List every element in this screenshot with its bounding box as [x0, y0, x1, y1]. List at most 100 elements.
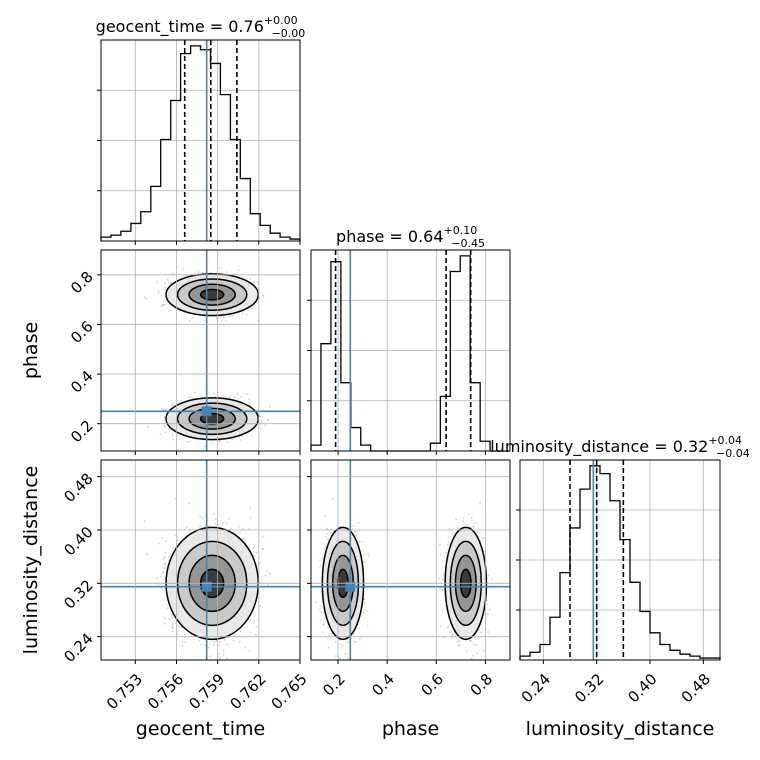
sample-point	[218, 440, 221, 443]
sample-point	[211, 441, 214, 444]
sample-point	[236, 392, 239, 395]
sample-point	[251, 307, 254, 310]
x-tick-label-hist-luminosity_distance-1: 0.32	[571, 670, 607, 706]
sample-point	[249, 278, 252, 280]
sample-point	[164, 431, 167, 434]
sample-point	[171, 434, 173, 437]
panel-2d-content-phase-vs-luminosity_distance	[311, 460, 510, 660]
sample-point	[184, 634, 187, 637]
sample-point	[163, 409, 166, 411]
sample-point	[161, 407, 164, 410]
sample-point	[226, 441, 229, 443]
sample-point	[145, 297, 148, 300]
panel-2d-content-geocent_time-vs-phase	[101, 250, 300, 451]
x-tick-label-hist-luminosity_distance-2: 0.40	[624, 670, 660, 706]
sample-point	[194, 391, 196, 394]
sample-point	[238, 530, 241, 533]
x-tick-label-geocent_time-vs-luminosity_distance-1: 0.756	[144, 670, 187, 713]
sample-point	[218, 641, 221, 644]
sample-point	[197, 271, 200, 273]
sample-point	[229, 527, 232, 530]
sample-point	[262, 295, 265, 298]
sample-point	[267, 583, 270, 586]
sample-point	[164, 562, 167, 565]
sample-point	[161, 537, 164, 540]
sample-point	[243, 537, 246, 540]
sample-point	[253, 555, 256, 557]
sample-point	[163, 416, 166, 419]
sample-point	[191, 396, 194, 399]
histogram-luminosity_distance	[519, 465, 721, 660]
sample-point	[254, 307, 257, 310]
sample-point	[238, 641, 241, 643]
contour-geocent_time-vs-phase-1-0	[165, 273, 260, 317]
sample-point	[163, 425, 166, 427]
contour-geocent_time-vs-phase-1-2	[188, 283, 236, 306]
sample-point	[172, 401, 175, 404]
sample-point	[156, 280, 158, 283]
sample-point	[194, 271, 196, 274]
sample-point	[242, 310, 245, 313]
panel-frame-hist-phase	[310, 249, 511, 452]
sample-point	[259, 415, 262, 418]
sample-point	[164, 282, 166, 284]
sample-point	[204, 445, 207, 448]
sample-point	[168, 618, 171, 621]
sample-point	[256, 657, 259, 660]
panel-frame-geocent_time-vs-phase	[100, 249, 301, 452]
sample-point	[159, 432, 162, 435]
sample-point	[215, 518, 217, 521]
sample-point	[176, 539, 179, 542]
sample-point	[249, 517, 252, 519]
sample-point	[233, 396, 236, 399]
sample-point	[163, 557, 166, 559]
sample-point	[248, 398, 250, 401]
sample-point	[184, 641, 187, 643]
sample-point	[165, 540, 167, 542]
sample-point	[232, 314, 235, 317]
sample-point	[225, 319, 227, 322]
sample-point	[163, 617, 166, 620]
sample-point	[237, 269, 240, 272]
sample-point	[166, 607, 169, 610]
sample-point	[213, 644, 216, 646]
sample-point	[213, 641, 216, 643]
y-tick-label-geocent_time-vs-phase-1: 0.4	[67, 367, 97, 397]
sample-point	[262, 547, 264, 550]
sample-point	[166, 278, 169, 281]
sample-point	[143, 296, 146, 299]
sample-point	[249, 401, 252, 404]
sample-point	[198, 639, 201, 642]
sample-point	[185, 526, 188, 529]
sample-point	[169, 404, 172, 406]
sample-point	[176, 632, 179, 635]
sample-point	[218, 644, 221, 647]
sample-point	[162, 572, 165, 574]
sample-point	[188, 319, 191, 322]
sample-point	[164, 562, 167, 565]
y-tick-label-geocent_time-vs-luminosity_distance-0: 0.24	[60, 630, 96, 666]
contour-geocent_time-vs-phase-0-1	[176, 402, 248, 436]
histogram-phase	[310, 255, 510, 452]
sample-point	[211, 662, 213, 664]
x-tick-label-geocent_time-vs-luminosity_distance-3: 0.762	[226, 670, 269, 713]
sample-point	[171, 613, 174, 616]
sample-point	[163, 567, 166, 570]
sample-point	[239, 439, 242, 442]
sample-point	[253, 619, 256, 622]
sample-point	[219, 267, 222, 270]
sample-point	[212, 513, 215, 515]
sample-point	[222, 654, 225, 657]
contour-geocent_time-vs-phase-1-1	[176, 278, 248, 312]
panel-frame-geocent_time-vs-luminosity_distance	[100, 459, 301, 661]
sample-point	[226, 657, 228, 660]
sample-point	[254, 633, 257, 636]
sample-point	[225, 396, 227, 399]
sample-point	[232, 639, 235, 642]
sample-point	[237, 397, 240, 400]
truth-marker-geocent_time-vs-phase	[201, 406, 212, 417]
panel-2d-phase-vs-luminosity_distance	[311, 460, 510, 660]
contour-geocent_time-vs-phase-0-0	[165, 397, 260, 441]
sample-point	[183, 311, 186, 314]
sample-point	[164, 286, 167, 289]
